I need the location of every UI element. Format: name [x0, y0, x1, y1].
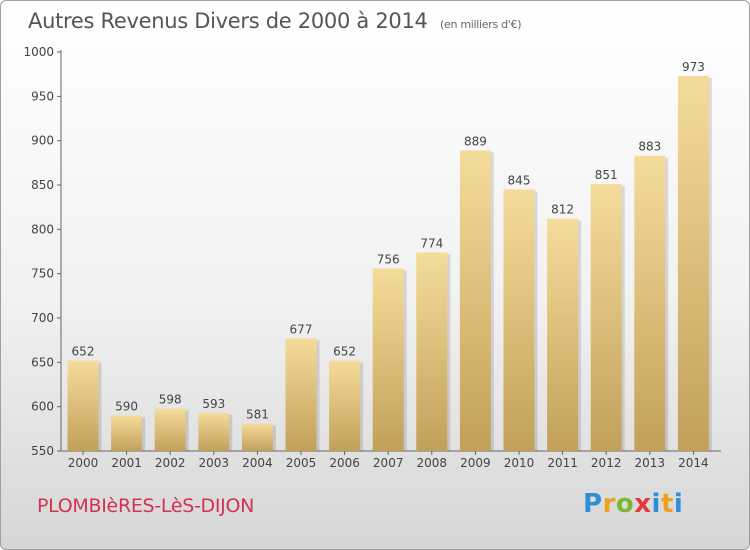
y-tick-label: 900 — [31, 134, 54, 148]
chart-title: Autres Revenus Divers de 2000 à 2014 (en… — [28, 9, 521, 33]
bar-2009 — [459, 150, 491, 452]
logo-letter: o — [615, 489, 635, 519]
logo-letter: i — [673, 489, 684, 519]
bar-2012 — [590, 184, 622, 451]
chart-subtitle: (en milliers d'€) — [440, 18, 522, 31]
x-tick-label: 2014 — [678, 456, 709, 470]
value-label: 581 — [246, 408, 269, 422]
value-label: 774 — [420, 236, 443, 250]
value-label: 652 — [333, 345, 356, 359]
x-tick-label: 2001 — [111, 456, 142, 470]
bar-2014 — [677, 75, 709, 451]
logo-letter: i — [651, 489, 661, 519]
x-tick-label: 2004 — [242, 456, 273, 470]
logo-letter: t — [660, 489, 674, 519]
x-tick-label: 2008 — [417, 456, 448, 470]
bar-2001 — [111, 415, 143, 451]
value-label: 590 — [115, 400, 138, 414]
bar-2004 — [241, 423, 273, 451]
value-label: 812 — [551, 203, 574, 217]
logo-letter: r — [602, 489, 616, 519]
y-tick-label: 800 — [31, 222, 54, 236]
value-label: 883 — [638, 140, 661, 154]
value-label: 598 — [159, 392, 182, 406]
x-tick-label: 2011 — [547, 456, 578, 470]
x-tick-label: 2009 — [460, 456, 491, 470]
value-label: 756 — [377, 252, 400, 266]
y-tick-label: 700 — [31, 311, 54, 325]
value-label: 973 — [682, 60, 705, 74]
y-tick-label: 1000 — [23, 45, 54, 59]
city-name: PLOMBIèRES-LèS-DIJON — [37, 495, 255, 517]
x-tick-label: 2003 — [199, 456, 230, 470]
y-tick-label: 600 — [31, 400, 54, 414]
proxiti-logo: Proxiti — [583, 489, 683, 519]
value-label: 593 — [202, 397, 225, 411]
bar-2006 — [329, 360, 361, 451]
x-tick-label: 2010 — [504, 456, 535, 470]
bar-2007 — [372, 268, 404, 451]
value-label: 889 — [464, 134, 487, 148]
y-tick-label: 750 — [31, 267, 54, 281]
logo-letter: P — [583, 489, 603, 519]
value-label: 652 — [72, 345, 95, 359]
chart-title-text: Autres Revenus Divers de 2000 à 2014 — [28, 9, 428, 33]
bar-2010 — [503, 189, 535, 451]
bar-2013 — [634, 155, 666, 452]
x-tick-label: 2000 — [68, 456, 99, 470]
y-tick-label: 950 — [31, 89, 54, 103]
value-label: 677 — [290, 322, 313, 336]
y-tick-label: 650 — [31, 355, 54, 369]
bar-2011 — [547, 218, 579, 451]
y-tick-label: 850 — [31, 178, 54, 192]
x-tick-label: 2013 — [635, 456, 666, 470]
bar-2008 — [416, 252, 448, 451]
x-tick-label: 2007 — [373, 456, 404, 470]
value-label: 845 — [508, 173, 531, 187]
logo-letter: x — [634, 489, 652, 519]
x-tick-label: 2002 — [155, 456, 186, 470]
value-label: 851 — [595, 168, 618, 182]
x-tick-label: 2005 — [286, 456, 317, 470]
bar-2003 — [198, 412, 230, 451]
bar-2002 — [154, 408, 186, 451]
x-tick-label: 2006 — [329, 456, 360, 470]
x-tick-label: 2012 — [591, 456, 622, 470]
bar-2000 — [67, 360, 99, 451]
y-tick-label: 550 — [31, 444, 54, 458]
bar-2005 — [285, 338, 317, 451]
